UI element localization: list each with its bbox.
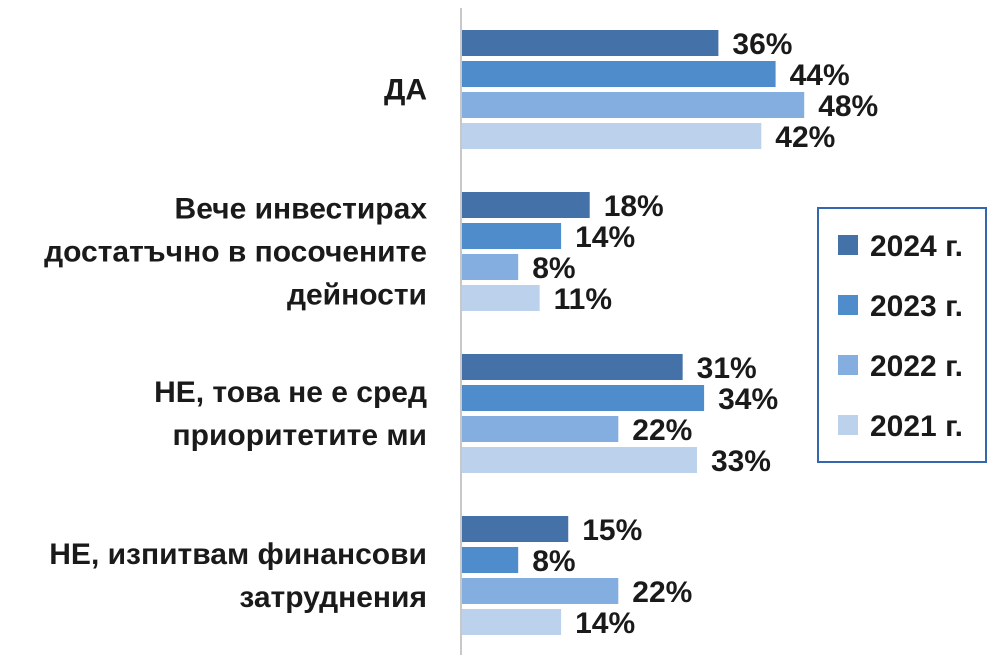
bar xyxy=(461,516,569,542)
data-label: 31% xyxy=(697,352,757,385)
bar xyxy=(461,354,683,380)
data-label: 8% xyxy=(532,252,575,285)
category-label-line: дейности xyxy=(287,279,427,312)
category-label-line: достатъчно в посочените xyxy=(44,236,427,269)
bar xyxy=(461,30,719,56)
bar xyxy=(461,192,590,218)
bar xyxy=(461,609,562,635)
category-label-line: затруднения xyxy=(239,581,427,614)
data-label: 36% xyxy=(732,28,792,61)
category-label: НЕ, изпитвам финансови затруднения xyxy=(49,538,427,614)
data-label: 44% xyxy=(790,59,850,92)
category-label-line: НЕ, изпитвам финансови xyxy=(49,538,427,571)
bar xyxy=(461,447,697,473)
data-label: 11% xyxy=(554,283,612,316)
data-label: 34% xyxy=(718,383,778,416)
bar xyxy=(461,92,805,118)
category-label-line: Вече инвестирах xyxy=(175,193,428,226)
legend-label: 2023 г. xyxy=(870,290,963,323)
bar xyxy=(461,547,519,573)
data-label: 15% xyxy=(582,514,642,547)
data-label: 22% xyxy=(632,414,692,447)
category-label: ДА xyxy=(384,74,427,107)
bar xyxy=(461,254,519,280)
bar xyxy=(461,285,540,311)
bars-layer xyxy=(461,30,805,635)
data-label: 8% xyxy=(532,545,575,578)
bar xyxy=(461,123,762,149)
legend-label: 2021 г. xyxy=(870,410,963,443)
legend-swatch xyxy=(838,235,858,255)
data-label: 48% xyxy=(818,90,878,123)
category-label: Вече инвестирах достатъчно в посочените де… xyxy=(44,193,427,312)
bar xyxy=(461,416,619,442)
legend-label: 2024 г. xyxy=(870,230,963,263)
category-label: НЕ, това не е сред приоритетите ми xyxy=(154,376,427,452)
data-label: 22% xyxy=(632,576,692,609)
legend-swatch xyxy=(838,355,858,375)
category-label-line: НЕ, това не е сред xyxy=(154,376,427,409)
legend-label: 2022 г. xyxy=(870,350,963,383)
data-label: 33% xyxy=(711,445,771,478)
category-labels-layer: ДА Вече инвестирах достатъчно в посочените… xyxy=(44,74,427,615)
category-label-line: приоритетите ми xyxy=(173,419,427,452)
bar xyxy=(461,385,705,411)
legend: 2024 г. 2023 г. 2022 г. 2021 г. xyxy=(817,207,987,463)
bar xyxy=(461,578,619,604)
bar xyxy=(461,61,776,87)
data-label: 42% xyxy=(775,121,835,154)
data-label: 14% xyxy=(575,221,635,254)
category-label-line: ДА xyxy=(384,74,427,107)
legend-swatch xyxy=(838,295,858,315)
data-label: 14% xyxy=(575,607,635,640)
value-labels-layer: 36%44%48%42%18%14%8%11%31%34%22%33%15%8%… xyxy=(532,28,878,640)
data-label: 18% xyxy=(604,190,664,223)
legend-swatch xyxy=(838,415,858,435)
bar xyxy=(461,223,562,249)
